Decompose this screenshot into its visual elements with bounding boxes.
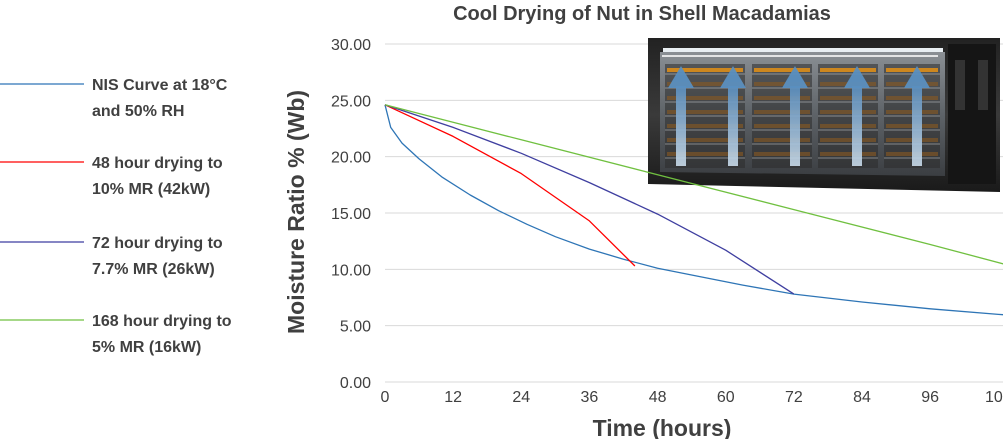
x-tick-label: 60 (717, 389, 735, 406)
legend: NIS Curve at 18°C and 50% RH 48 hour dryin… (0, 77, 232, 356)
x-tick-label: 48 (649, 389, 667, 406)
series-line-3 (384, 104, 795, 295)
series-line-1 (384, 104, 1003, 316)
legend-label-4: 5% MR (16kW) (92, 339, 201, 356)
drying-container-image (648, 38, 1000, 192)
chart-title: Cool Drying of Nut in Shell Macadamias (453, 3, 831, 25)
x-tick-label: 72 (785, 389, 803, 406)
series-group (384, 104, 1003, 316)
legend-label-1: and 50% RH (92, 103, 184, 120)
legend-label-2: 48 hour drying to (92, 155, 223, 172)
x-tick-label: 24 (512, 389, 530, 406)
y-axis-ticks: 0.00 5.00 10.00 15.00 20.00 25.00 30.00 (331, 37, 371, 392)
x-tick-label: 0 (381, 389, 390, 406)
y-tick-label: 15.00 (331, 206, 371, 223)
y-tick-label: 10.00 (331, 262, 371, 279)
legend-label-2: 10% MR (42kW) (92, 181, 210, 198)
x-tick-label: 36 (581, 389, 599, 406)
legend-label-3: 7.7% MR (26kW) (92, 261, 215, 278)
y-tick-label: 25.00 (331, 93, 371, 110)
legend-label-1: NIS Curve at 18°C (92, 77, 228, 94)
y-axis-title: Moisture Ratio % (Wb) (283, 90, 309, 334)
x-axis-title: Time (hours) (593, 415, 732, 439)
legend-label-4: 168 hour drying to (92, 313, 232, 330)
x-tick-label: 108 (985, 389, 1003, 406)
x-tick-label: 84 (853, 389, 871, 406)
legend-label-3: 72 hour drying to (92, 235, 223, 252)
y-tick-label: 20.00 (331, 150, 371, 167)
y-tick-label: 30.00 (331, 37, 371, 54)
series-line-2 (384, 104, 636, 267)
x-axis-ticks: 0122436486072849610812013214415616818019… (381, 389, 1003, 406)
y-tick-label: 0.00 (340, 375, 371, 392)
series-line-4 (384, 104, 1003, 265)
y-tick-label: 5.00 (340, 319, 371, 336)
x-tick-label: 12 (444, 389, 462, 406)
x-tick-label: 96 (921, 389, 939, 406)
